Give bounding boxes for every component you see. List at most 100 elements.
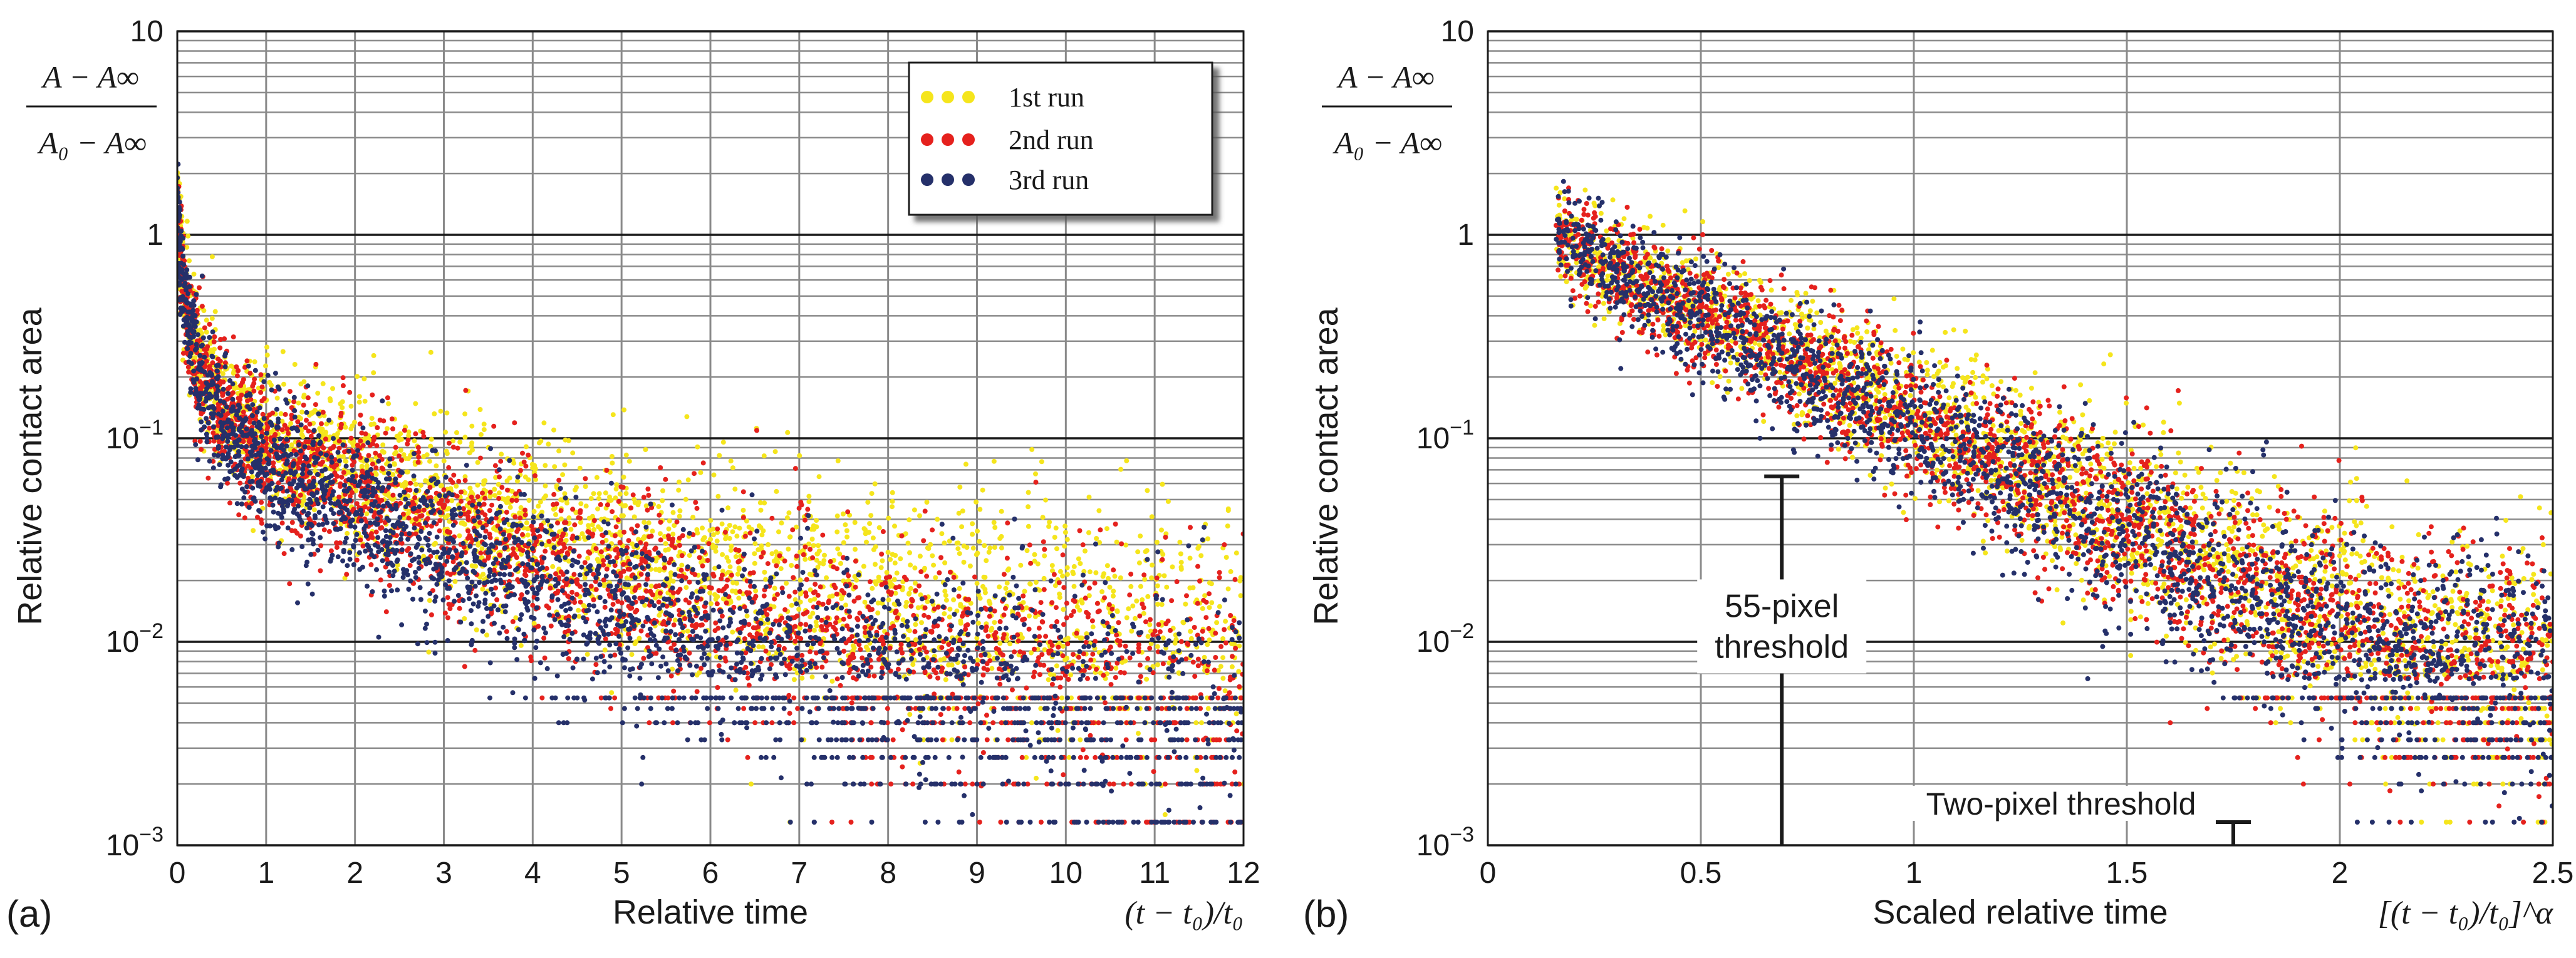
data-point [940, 666, 945, 671]
data-point [982, 587, 987, 592]
data-point [913, 629, 918, 634]
data-point [1088, 569, 1093, 574]
data-point [938, 555, 943, 560]
data-point [555, 520, 560, 525]
data-point [977, 507, 982, 512]
data-point [384, 609, 389, 614]
data-point [383, 431, 388, 436]
data-point [787, 535, 792, 540]
data-point [1239, 593, 1244, 598]
data-point [679, 563, 684, 568]
data-point [1061, 552, 1066, 557]
data-point [888, 557, 893, 562]
data-point [1127, 592, 1132, 597]
data-point [374, 472, 379, 477]
data-point [1094, 536, 1099, 541]
data-point [663, 477, 668, 482]
data-point [974, 552, 979, 557]
data-point [786, 547, 791, 552]
data-point [371, 370, 376, 375]
data-point [725, 505, 730, 510]
data-point [263, 363, 268, 368]
data-point [504, 510, 509, 515]
data-point [830, 594, 835, 599]
data-point [616, 499, 621, 504]
data-point [824, 575, 829, 580]
data-point [946, 642, 951, 647]
data-point [1021, 594, 1026, 599]
data-point [1200, 606, 1205, 611]
data-point [610, 454, 615, 459]
data-point [1141, 572, 1146, 577]
data-point [486, 554, 491, 559]
data-point [1028, 561, 1033, 566]
data-point [204, 347, 209, 352]
data-point [280, 520, 285, 525]
data-point [717, 663, 722, 668]
data-point [713, 545, 718, 550]
data-point [900, 651, 905, 656]
data-point [1130, 604, 1135, 609]
data-point [561, 542, 566, 547]
data-point [505, 488, 510, 493]
data-point [922, 613, 927, 618]
data-point [520, 451, 525, 456]
data-point [797, 453, 802, 458]
data-point [798, 622, 803, 627]
data-point [1081, 747, 1086, 752]
data-point [413, 517, 418, 522]
data-point [838, 561, 843, 566]
data-point [192, 272, 197, 277]
data-point [413, 482, 418, 487]
data-point [1102, 595, 1107, 600]
data-point [1185, 706, 1190, 711]
data-point [613, 533, 618, 538]
data-point [761, 644, 766, 649]
data-point [457, 533, 462, 538]
data-point [908, 604, 913, 609]
data-point [636, 583, 641, 588]
data-point [284, 426, 289, 431]
data-point [968, 564, 973, 569]
data-point [551, 492, 556, 497]
data-point [694, 527, 699, 532]
data-point [614, 487, 619, 492]
data-point [538, 500, 543, 505]
data-point [498, 459, 503, 464]
data-point [639, 572, 644, 577]
data-point [865, 500, 870, 505]
data-point [586, 549, 591, 554]
data-point [701, 460, 706, 465]
data-point [808, 649, 813, 654]
data-point [386, 401, 391, 406]
data-point [507, 533, 512, 538]
data-point [634, 608, 639, 613]
data-point [907, 712, 912, 717]
data-point [1198, 553, 1203, 558]
data-point [1224, 555, 1229, 560]
data-point [879, 565, 884, 570]
data-point [497, 552, 502, 557]
data-point [957, 511, 962, 516]
data-point [843, 602, 848, 607]
data-point [453, 579, 458, 584]
data-point [358, 413, 363, 418]
data-point [714, 549, 719, 554]
data-point [849, 820, 854, 825]
data-point [935, 517, 940, 522]
data-point [1156, 622, 1161, 627]
data-point [724, 600, 729, 605]
data-point [352, 420, 357, 425]
data-point [791, 575, 796, 580]
data-point [530, 528, 535, 533]
data-point [1002, 572, 1007, 577]
data-point [942, 560, 947, 565]
data-point [416, 455, 421, 460]
data-point [413, 401, 418, 406]
data-point [933, 575, 938, 580]
data-point [1041, 515, 1046, 520]
data-point [1155, 584, 1160, 589]
data-point [1144, 677, 1149, 682]
data-point [543, 656, 548, 661]
